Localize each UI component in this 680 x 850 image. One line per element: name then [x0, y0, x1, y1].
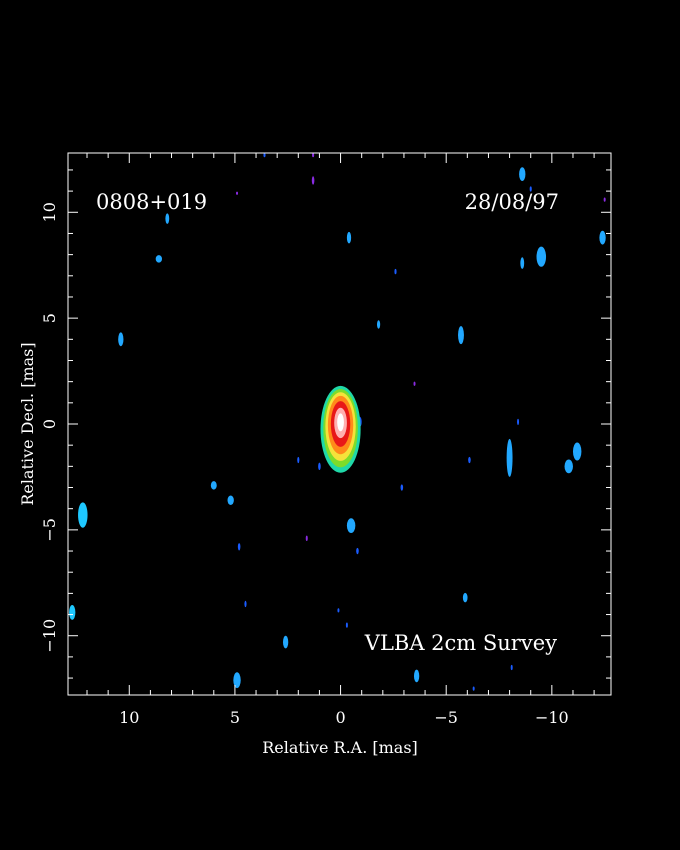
- y-tick-label: 10: [40, 202, 59, 222]
- noise-blob: [472, 686, 475, 691]
- noise-blob: [78, 502, 88, 528]
- noise-blob: [210, 481, 217, 490]
- noise-blob: [244, 600, 247, 608]
- noise-blob: [506, 438, 513, 477]
- noise-blob: [572, 442, 582, 461]
- noise-blob: [165, 213, 170, 224]
- noise-blob: [529, 186, 532, 192]
- noise-blob: [311, 176, 315, 185]
- noise-blob: [599, 230, 606, 245]
- axis-ticks: 10 5 0 −5 −10 10 5 0 −5 −10: [40, 153, 611, 727]
- noise-blob: [227, 495, 234, 505]
- noise-blob: [413, 381, 416, 386]
- noise-blob: [69, 605, 76, 620]
- noise-blob: [312, 153, 315, 158]
- x-tick-label: 5: [230, 708, 240, 727]
- noise-blob: [564, 459, 573, 474]
- noise-blob: [155, 255, 163, 263]
- y-axis-label: Relative Decl. [mas]: [18, 342, 37, 505]
- noise-blob: [282, 635, 289, 649]
- y-tick-label: −10: [40, 619, 59, 653]
- noise-blob: [510, 664, 513, 671]
- noise-blob: [462, 592, 468, 603]
- noise-blob: [400, 484, 404, 491]
- noise-blob: [337, 608, 340, 613]
- noise-blob: [346, 518, 356, 534]
- noise-blob: [603, 197, 606, 202]
- noise-blob: [318, 462, 321, 471]
- noise-blob: [520, 257, 525, 269]
- x-tick-label: −5: [434, 708, 458, 727]
- noise-blob: [517, 418, 520, 426]
- y-tick-label: −5: [40, 518, 59, 542]
- y-tick-label: 0: [40, 419, 59, 429]
- x-tick-label: −10: [535, 708, 569, 727]
- y-tick-label: 5: [40, 313, 59, 323]
- noise-blob: [233, 672, 241, 689]
- noise-blob: [263, 153, 266, 158]
- x-tick-label: 10: [119, 708, 139, 727]
- noise-blob: [346, 231, 352, 244]
- noise-blob: [297, 456, 300, 464]
- noise-blob: [394, 268, 397, 275]
- axis-labels: 0808+019 28/08/97 VLBA 2cm Survey Relati…: [18, 190, 559, 757]
- noise-blob: [458, 326, 464, 345]
- noise-blob: [118, 332, 124, 347]
- source-name-label: 0808+019: [96, 190, 207, 214]
- noise-blob: [305, 535, 308, 541]
- noise-blob: [237, 543, 241, 551]
- noise-blob: [236, 191, 239, 195]
- noise-blob: [345, 622, 348, 628]
- noise-blob: [413, 669, 420, 683]
- plot-area: [68, 153, 611, 695]
- x-tick-label: 0: [335, 708, 345, 727]
- noise-blob: [536, 246, 547, 267]
- noise-blob: [377, 320, 381, 329]
- core-contour-level: [337, 413, 344, 432]
- noise-blob: [356, 547, 359, 555]
- x-axis-label: Relative R.A. [mas]: [262, 738, 418, 757]
- observation-date-label: 28/08/97: [465, 190, 559, 214]
- noise-blob: [468, 456, 471, 464]
- survey-label: VLBA 2cm Survey: [364, 631, 557, 655]
- noise-blob: [519, 167, 526, 182]
